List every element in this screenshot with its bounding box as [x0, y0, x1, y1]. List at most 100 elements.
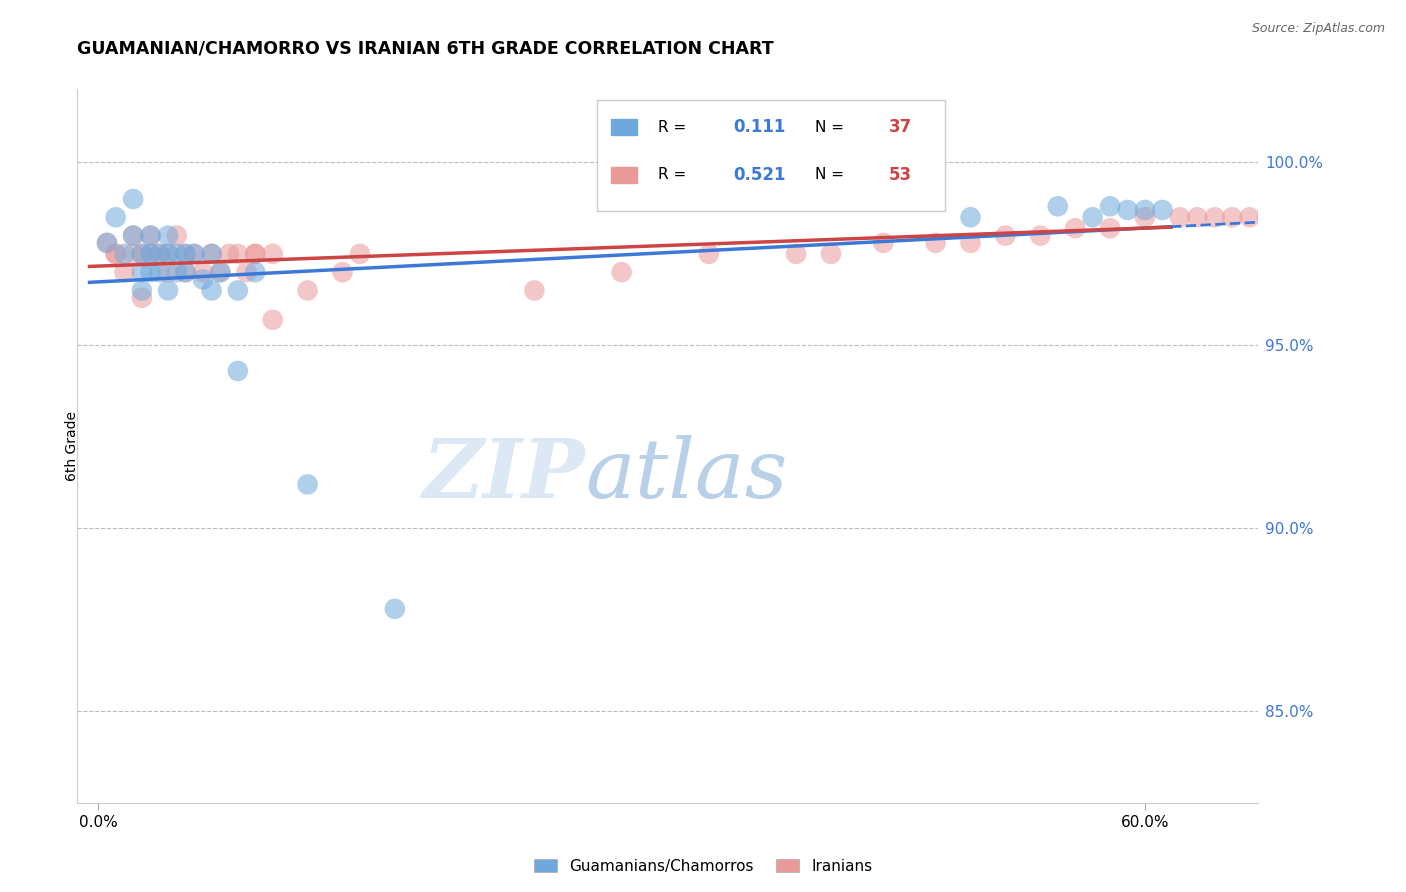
Point [157, 247, 180, 261]
Point [191, 265, 214, 279]
Point [1116, 202, 1139, 217]
FancyBboxPatch shape [598, 100, 945, 211]
Point [1152, 202, 1174, 217]
Point [1081, 211, 1104, 225]
Point [148, 247, 170, 261]
Point [157, 284, 180, 298]
Point [245, 247, 267, 261]
Point [157, 247, 180, 261]
Point [139, 228, 162, 243]
Point [201, 247, 224, 261]
Point [924, 235, 946, 250]
Point [104, 247, 127, 261]
Point [1029, 228, 1052, 243]
Point [166, 265, 188, 279]
Point [104, 211, 127, 225]
Point [297, 284, 319, 298]
Point [131, 247, 153, 261]
Point [131, 291, 153, 305]
Point [1133, 211, 1156, 225]
Point [96, 235, 118, 250]
Point [226, 284, 249, 298]
Point [1220, 211, 1243, 225]
Point [157, 265, 180, 279]
Point [122, 228, 145, 243]
Point [245, 247, 267, 261]
Text: N =: N = [815, 168, 845, 182]
Text: R =: R = [658, 120, 686, 135]
Point [1046, 199, 1069, 213]
Point [139, 247, 162, 261]
Point [297, 477, 319, 491]
Text: atlas: atlas [585, 434, 787, 515]
Point [139, 247, 162, 261]
Point [131, 265, 153, 279]
Point [139, 265, 162, 279]
Point [1168, 211, 1191, 225]
Point [131, 284, 153, 298]
Point [332, 265, 354, 279]
Point [166, 247, 188, 261]
Point [96, 235, 118, 250]
Bar [612, 167, 637, 183]
Point [122, 192, 145, 206]
Text: 37: 37 [889, 118, 912, 136]
Point [1187, 211, 1209, 225]
Point [218, 247, 240, 261]
Text: 0.521: 0.521 [733, 166, 786, 184]
Point [209, 265, 232, 279]
Point [157, 228, 180, 243]
Bar [612, 120, 637, 135]
Point [1099, 221, 1122, 235]
Point [959, 235, 981, 250]
Point [226, 247, 249, 261]
Point [104, 247, 127, 261]
Point [226, 364, 249, 378]
Point [785, 247, 807, 261]
Point [166, 228, 188, 243]
Point [174, 265, 197, 279]
Point [139, 228, 162, 243]
Point [201, 284, 224, 298]
Text: 0.111: 0.111 [733, 118, 785, 136]
Point [610, 265, 633, 279]
Text: N =: N = [815, 120, 845, 135]
Point [148, 265, 170, 279]
Text: ZIP: ZIP [423, 434, 585, 515]
Point [174, 265, 197, 279]
Y-axis label: 6th Grade: 6th Grade [65, 411, 79, 481]
Point [820, 247, 842, 261]
Point [1239, 211, 1261, 225]
Point [209, 265, 232, 279]
Point [148, 247, 170, 261]
Legend: Guamanians/Chamorros, Iranians: Guamanians/Chamorros, Iranians [527, 853, 879, 880]
Point [191, 272, 214, 286]
Point [1291, 211, 1313, 225]
Point [1308, 211, 1330, 225]
Point [994, 228, 1017, 243]
Text: 53: 53 [889, 166, 912, 184]
Point [262, 312, 284, 326]
Point [959, 211, 981, 225]
Point [174, 247, 197, 261]
Point [523, 284, 546, 298]
Point [1099, 199, 1122, 213]
Point [1326, 211, 1348, 225]
Point [872, 235, 894, 250]
Text: GUAMANIAN/CHAMORRO VS IRANIAN 6TH GRADE CORRELATION CHART: GUAMANIAN/CHAMORRO VS IRANIAN 6TH GRADE … [77, 40, 773, 58]
Point [262, 247, 284, 261]
Point [235, 265, 257, 279]
Point [122, 247, 145, 261]
Point [245, 265, 267, 279]
Point [201, 247, 224, 261]
Point [183, 247, 205, 261]
Point [1274, 211, 1296, 225]
Point [183, 247, 205, 261]
Point [349, 247, 371, 261]
Point [1064, 221, 1087, 235]
Point [131, 247, 153, 261]
Point [174, 247, 197, 261]
Point [114, 247, 136, 261]
Point [384, 602, 406, 616]
Point [114, 265, 136, 279]
